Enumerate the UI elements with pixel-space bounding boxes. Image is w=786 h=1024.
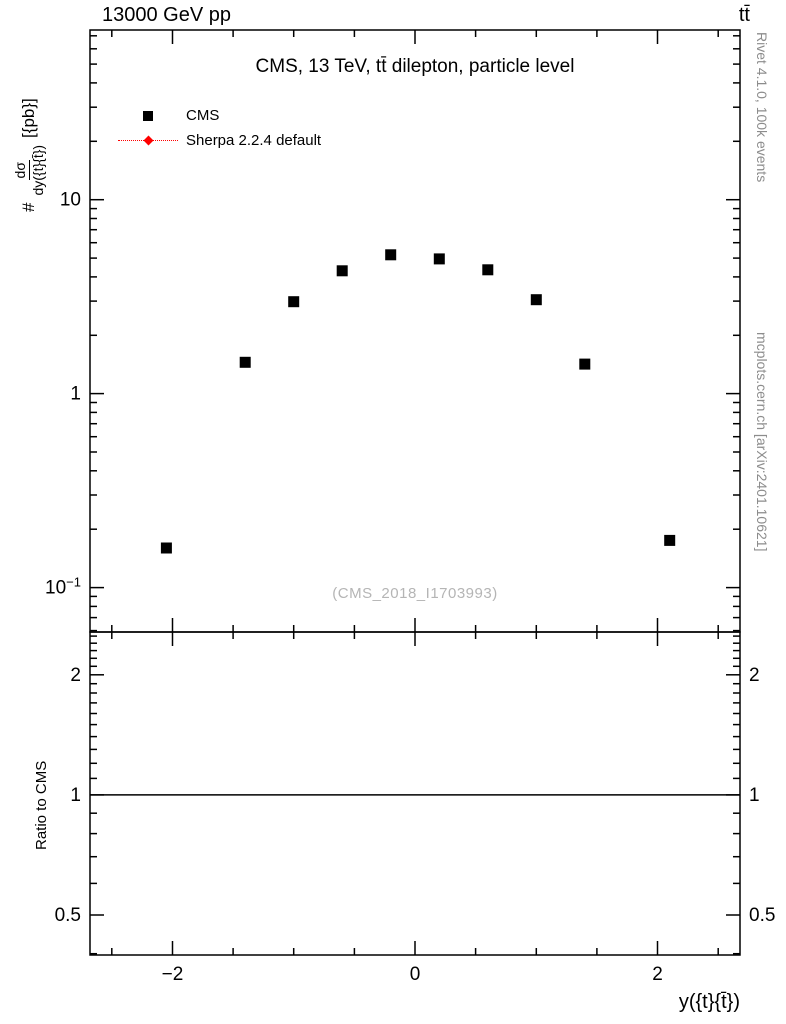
site-credit: mcplots.cern.ch [arXiv:2401.10621] (754, 332, 770, 552)
sherpa-marker-cell (118, 134, 178, 148)
sherpa-diamond-icon (143, 135, 153, 146)
process-label: tt̄ (738, 4, 750, 26)
legend-label-cms: CMS (186, 107, 220, 124)
ratio-tick-label-left: 0.5 (55, 905, 81, 926)
analysis-watermark: (CMS_2018_I1703993) (332, 585, 498, 602)
generator-credit: Rivet 4.1.0, 100k events (754, 32, 770, 183)
ratio-tick-label-right: 1 (749, 785, 760, 806)
data-point-cms (433, 253, 445, 265)
cms-marker-icon (143, 110, 153, 121)
data-point-cms (239, 356, 251, 368)
ratio-tick-label-left: 1 (70, 785, 81, 806)
data-point-cms (288, 296, 300, 308)
ratio-axis-title: Ratio to CMS (33, 760, 50, 850)
x-tick-label: 2 (652, 964, 663, 985)
y-tick-label: 10 (60, 190, 81, 211)
legend-item-cms: CMS (118, 103, 321, 128)
legend-label-sherpa: Sherpa 2.2.4 default (186, 132, 322, 149)
legend-item-sherpa: Sherpa 2.2.4 default (118, 128, 321, 153)
x-tick-label: 0 (410, 964, 421, 985)
y-axis-title-denominator: dy({t}{t̄}) (29, 144, 46, 196)
y-axis-title-numerator: dσ (12, 160, 30, 181)
ratio-tick-label-right: 0.5 (749, 905, 775, 926)
data-point-cms (530, 294, 542, 306)
ratio-tick-label-left: 2 (70, 665, 81, 686)
data-point-cms (160, 542, 172, 554)
data-point-cms (482, 264, 494, 276)
ratio-panel-frame (89, 631, 741, 956)
cms-marker-cell (118, 109, 178, 123)
plot-title: CMS, 13 TeV, tt̄ dilepton, particle leve… (255, 56, 575, 77)
y-tick-label: 1 (70, 384, 81, 405)
legend: CMS Sherpa 2.2.4 default (118, 103, 321, 153)
data-point-cms (579, 358, 591, 370)
x-axis-title: y({t}{t̄}) (678, 991, 740, 1013)
ratio-tick-label-right: 2 (749, 665, 760, 686)
data-point-cms (385, 249, 397, 261)
beam-energy-label: 13000 GeV pp (102, 4, 231, 26)
y-axis-title-fraction: dσ dy({t}{t̄}) (12, 143, 47, 198)
data-point-cms (336, 265, 348, 277)
y-tick-label: 10−1 (45, 575, 81, 599)
data-point-cms (664, 534, 676, 546)
x-tick-label: −2 (162, 964, 184, 985)
y-axis-title-prefix: # (19, 202, 39, 212)
y-axis-title-units: [{pb}] (19, 98, 39, 138)
y-axis-title: # dσ dy({t}{t̄}) [{pb}] (12, 98, 47, 212)
